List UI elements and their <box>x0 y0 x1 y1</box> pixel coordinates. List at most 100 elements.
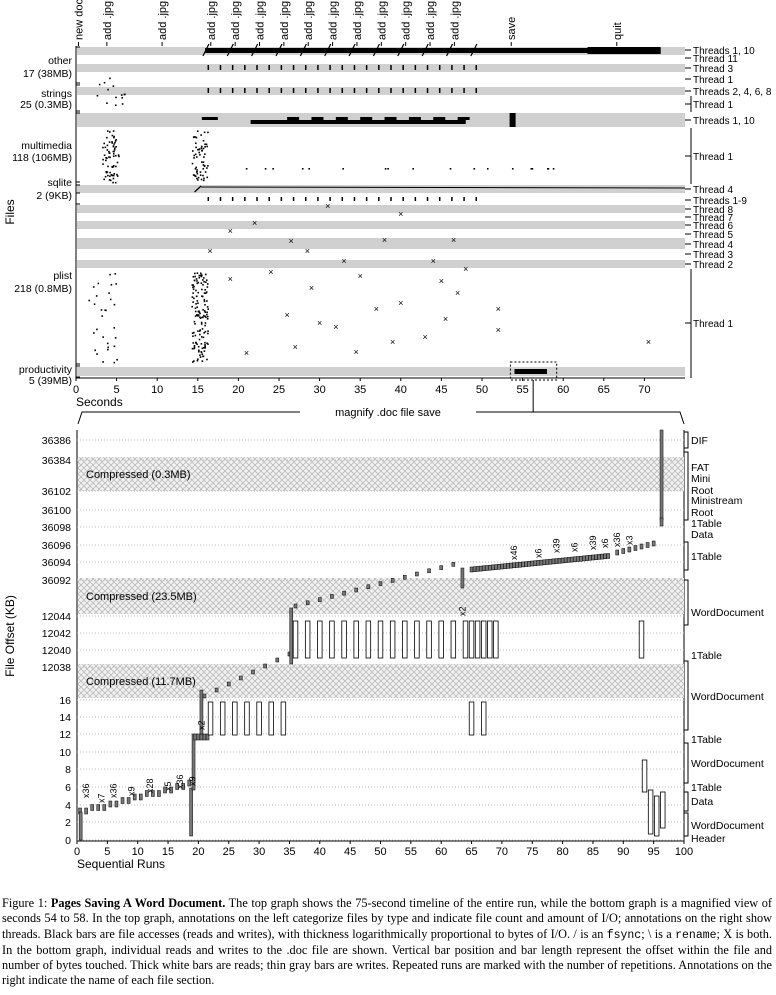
plist-access <box>192 286 194 289</box>
io-bar <box>335 117 348 120</box>
read-bar <box>480 620 487 659</box>
plist-access <box>108 292 110 294</box>
write-bar <box>633 545 638 551</box>
multimedia-access <box>245 168 248 170</box>
read-bar <box>402 620 408 659</box>
plist-access <box>94 349 96 352</box>
multimedia-access <box>201 161 203 163</box>
x-tick-label: 60 <box>557 384 569 396</box>
plist-access <box>109 298 112 301</box>
thread-access <box>219 65 222 70</box>
plist-access <box>207 343 209 345</box>
thread-access <box>207 65 210 70</box>
write-bar <box>102 804 107 811</box>
write-bar <box>579 555 583 562</box>
top-annotation-label: add .jpg <box>255 1 267 40</box>
repeat-label: x9 <box>187 776 197 786</box>
x-tick-label: 70 <box>638 384 650 396</box>
plist-access <box>204 315 206 318</box>
repeat-label: x6 <box>533 548 543 558</box>
top-annotation-label: add .jpg <box>425 1 437 40</box>
write-bar <box>202 693 207 699</box>
x-tick-label: 25 <box>223 846 235 858</box>
multimedia-access <box>199 153 201 156</box>
thread-access <box>438 65 441 70</box>
x-tick-label: 70 <box>496 846 508 858</box>
read-bar <box>377 620 384 659</box>
x-tick-label: 45 <box>344 846 356 858</box>
rename-fsync-mark: × <box>289 236 294 246</box>
plist-access <box>193 347 196 350</box>
thread-label: Thread 4 <box>693 240 733 251</box>
plist-access <box>199 329 202 331</box>
read-bar <box>329 620 335 659</box>
write-bar <box>189 787 193 837</box>
thread-access <box>292 88 295 93</box>
write-bar <box>90 804 94 811</box>
read-bar <box>365 620 372 659</box>
plist-access <box>201 288 203 291</box>
fsync-mark <box>202 43 210 57</box>
file-group-name: strings <box>41 88 72 100</box>
file-group-detail: 25 (0.3MB) <box>20 99 72 111</box>
fsync-mark <box>348 43 356 57</box>
plist-access <box>113 361 116 364</box>
x-tick-label: 5 <box>104 846 110 858</box>
x-tick-label: 30 <box>313 384 325 396</box>
write-bar <box>451 562 456 567</box>
file-group-detail: 5 (39MB) <box>29 375 72 387</box>
y-tick-label: 36100 <box>42 505 71 517</box>
plist-access <box>113 345 116 348</box>
plist-access <box>202 355 205 358</box>
thread-access <box>451 65 453 70</box>
multimedia-access <box>342 168 344 170</box>
read-bar <box>480 701 487 736</box>
top-annotation-label: add .jpg <box>206 1 218 40</box>
multimedia-access <box>107 174 109 177</box>
write-bar <box>84 807 88 815</box>
plist-access <box>196 359 199 362</box>
rename-fsync-mark: × <box>443 314 448 324</box>
multimedia-access <box>104 146 107 149</box>
multimedia-access <box>200 145 203 148</box>
write-bar <box>472 566 477 572</box>
multimedia-access <box>202 161 205 163</box>
plist-access <box>206 311 208 314</box>
write-bar <box>603 553 607 560</box>
write-bar <box>588 555 592 561</box>
multimedia-access <box>196 177 198 180</box>
multimedia-access <box>106 130 109 132</box>
write-bar <box>572 556 577 563</box>
thread-label: Thread 3 <box>693 250 733 261</box>
file-group-name: plist <box>53 270 72 282</box>
thread-access <box>329 65 331 70</box>
read-bar <box>317 620 323 659</box>
multimedia-access <box>511 168 514 170</box>
plist-access <box>193 297 195 300</box>
multimedia-access <box>108 152 111 154</box>
write-bar <box>530 560 534 567</box>
thread-access <box>280 88 283 93</box>
thread-access <box>402 65 404 70</box>
plist-access <box>192 360 195 362</box>
thread-row-band <box>77 260 685 268</box>
plist-access <box>203 277 205 279</box>
multimedia-access <box>552 168 555 170</box>
multimedia-access <box>196 130 199 132</box>
file-offset-chart: Compressed (0.3MB) Compressed (23.5MB) Com… <box>3 429 764 871</box>
plist-access <box>198 330 201 332</box>
write-bar <box>594 554 598 560</box>
plist-access <box>199 317 202 319</box>
multimedia-access <box>105 170 107 173</box>
magnify-label: magnify .doc file save <box>335 407 441 419</box>
plist-access <box>193 331 195 334</box>
io-bar <box>587 47 661 54</box>
thread-access <box>292 65 295 70</box>
top-annotation-label: add .jpg <box>157 1 169 40</box>
thread-access <box>438 197 441 201</box>
y-axis-label: File Offset (KB) <box>3 595 17 677</box>
magnify-label-bg <box>300 405 476 419</box>
file-group-name: other <box>48 55 72 67</box>
plist-access <box>195 303 197 305</box>
repeat-label: x9 <box>127 786 137 796</box>
